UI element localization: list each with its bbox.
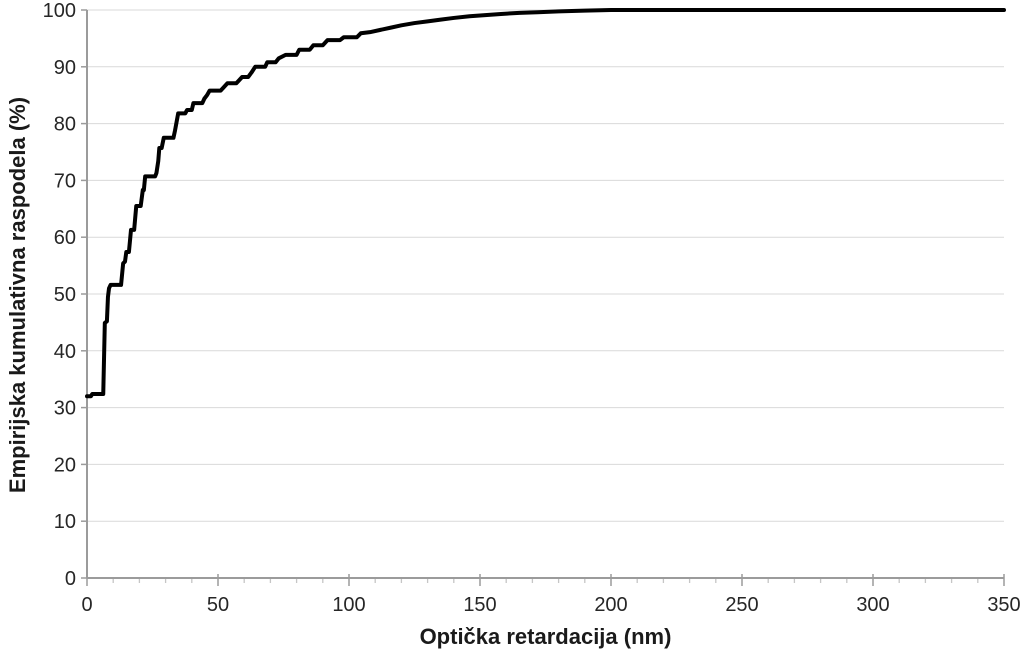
y-tick-label: 20 <box>54 454 76 476</box>
x-axis-title: Optička retardacija (nm) <box>419 624 672 649</box>
x-tick-label: 250 <box>725 594 758 616</box>
y-tick-label: 90 <box>54 57 76 79</box>
y-tick-label: 70 <box>54 170 76 192</box>
x-tick-label: 0 <box>81 594 92 616</box>
y-tick-label: 10 <box>54 511 76 533</box>
y-tick-label: 30 <box>54 398 76 420</box>
y-tick-label: 50 <box>54 284 76 306</box>
ecdf-curve <box>85 8 1006 399</box>
y-tick-label: 40 <box>54 341 76 363</box>
x-tick-label: 300 <box>856 594 889 616</box>
y-axis-title: Empirijska kumulativna raspodela (%) <box>5 96 30 494</box>
y-tick-label: 60 <box>54 227 76 249</box>
y-tick-label: 100 <box>43 0 76 22</box>
x-tick-label: 200 <box>594 594 627 616</box>
x-tick-label: 50 <box>207 594 229 616</box>
x-tick-label: 150 <box>463 594 496 616</box>
x-tick-label: 350 <box>987 594 1020 616</box>
y-tick-label: 80 <box>54 114 76 136</box>
y-tick-label: 0 <box>65 568 76 590</box>
x-tick-label: 100 <box>332 594 365 616</box>
